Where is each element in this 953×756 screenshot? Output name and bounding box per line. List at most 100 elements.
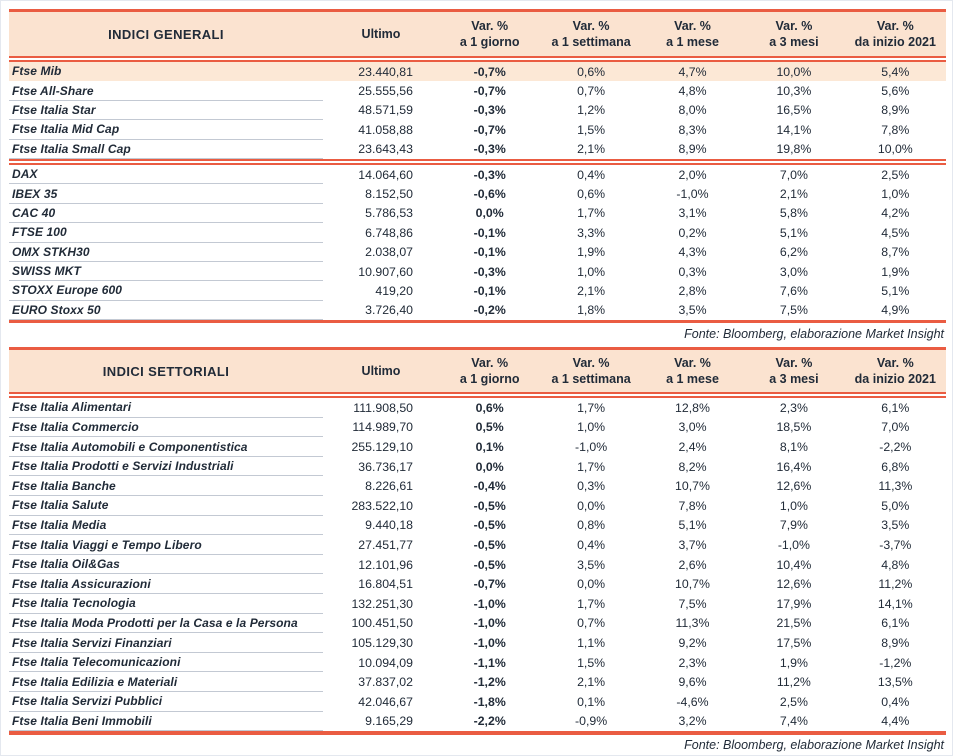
table-top-rule <box>9 347 946 351</box>
var-3mesi-value: 7,5% <box>779 303 808 318</box>
var-settimana-value: 0,1% <box>577 694 606 709</box>
var-giorno-value: -1,8% <box>473 694 506 709</box>
var-settimana-value: 1,1% <box>577 636 606 650</box>
ultimo-value: 10.094,09 <box>358 655 413 670</box>
var-settimana-value: -1,0% <box>575 440 608 455</box>
var-mese-value: 0,2% <box>678 225 707 240</box>
table-row: Ftse Italia Telecomunicazioni 10.094,09 -1… <box>9 653 946 673</box>
var-giorno-value: -1,2% <box>473 675 506 690</box>
var-3mesi-value: 11,2% <box>776 675 811 690</box>
var-3mesi-value: 3,0% <box>779 264 808 279</box>
var-3mesi-value: 10,4% <box>776 557 812 572</box>
var-3mesi-value: 18,5% <box>776 420 812 435</box>
row-label: Ftse Italia Automobili e Componentistica <box>9 437 323 457</box>
ultimo-value: 255.129,10 <box>351 440 413 455</box>
var-inizio2021-value: 4,5% <box>881 225 910 240</box>
table-row: Ftse Italia Small Cap 23.643,43 -0,3% 2,1% 8… <box>9 140 946 159</box>
var-mese-value: 10,7% <box>675 479 710 494</box>
var-inizio2021-value: 8,7% <box>881 245 910 260</box>
var-settimana-value: 0,4% <box>577 167 606 182</box>
var-3mesi-value: -1,0% <box>777 538 810 553</box>
section-divider-rule <box>9 158 946 165</box>
row-label: FTSE 100 <box>9 223 323 243</box>
row-label: Ftse Italia Media <box>9 516 323 536</box>
var-column-header: Var. % a 1 settimana <box>540 350 641 392</box>
var-header-line1: Var. % <box>674 355 711 370</box>
var-giorno-value: -0,5% <box>473 557 506 572</box>
var-mese-value: 4,7% <box>678 64 707 79</box>
var-3mesi-value: 21,5% <box>776 616 812 631</box>
row-label: Ftse Italia Oil&Gas <box>9 555 323 575</box>
var-giorno-value: -0,7% <box>473 577 506 592</box>
table-title: INDICI SETTORIALI <box>102 363 230 379</box>
row-label: Ftse Italia Telecomunicazioni <box>9 653 323 673</box>
var-giorno-value: -0,3% <box>473 142 506 157</box>
var-mese-value: 9,6% <box>678 675 707 690</box>
var-3mesi-value: 17,9% <box>776 596 812 611</box>
table-row: SWISS MKT 10.907,60 -0,3% 1,0% 0,3% 3,0% 1,9% <box>9 262 946 282</box>
var-settimana-value: 1,0% <box>577 264 606 279</box>
var-inizio2021-value: 7,0% <box>881 420 910 435</box>
var-settimana-value: 0,7% <box>577 616 606 631</box>
table-row: Ftse Italia Edilizia e Materiali 37.837,0… <box>9 672 946 692</box>
ultimo-value: 9.165,29 <box>365 714 413 729</box>
var-settimana-value: 2,1% <box>577 283 606 298</box>
var-column-header: Var. % a 1 settimana <box>540 12 641 56</box>
table-row: Ftse Italia Star 48.571,59 -0,3% 1,2% 8,0% 16… <box>9 101 946 121</box>
table-row: Ftse Italia Media 9.440,18 -0,5% 0,8% 5,1% 7,… <box>9 516 946 536</box>
var-3mesi-value: 7,0% <box>779 167 808 182</box>
ultimo-value: 132.251,30 <box>351 596 413 611</box>
var-mese-value: 10,7% <box>675 577 710 592</box>
var-column-header: Var. % a 1 giorno <box>439 12 540 56</box>
var-giorno-value: -0,7% <box>473 64 506 79</box>
row-label: Ftse Italia Small Cap <box>9 140 323 159</box>
ultimo-value: 283.522,10 <box>351 498 413 513</box>
table-bottom-rule <box>9 731 946 736</box>
ultimo-value: 6.748,86 <box>365 225 413 240</box>
var-mese-value: -4,6% <box>676 694 709 709</box>
indici-generali-table: INDICI GENERALI Ultimo Var. % a 1 giorno Var… <box>9 9 946 347</box>
var-3mesi-value: 16,5% <box>776 103 812 118</box>
var-settimana-value: 1,8% <box>577 303 606 318</box>
table-row: EURO Stoxx 50 3.726,40 -0,2% 1,8% 3,5% 7,5% 4,… <box>9 301 946 321</box>
row-label: Ftse Italia Salute <box>9 496 323 516</box>
table-row: Ftse All-Share 25.555,56 -0,7% 0,7% 4,8% 10,3… <box>9 81 946 101</box>
var-inizio2021-value: 3,5% <box>881 518 910 533</box>
var-inizio2021-value: 8,9% <box>881 636 910 650</box>
ultimo-column-header: Ultimo <box>361 27 401 41</box>
var-mese-value: 7,5% <box>678 596 707 611</box>
row-label: STOXX Europe 600 <box>9 281 323 301</box>
row-label: Ftse Italia Viaggi e Tempo Libero <box>9 535 323 555</box>
var-header-line2: a 1 mese <box>666 35 719 49</box>
var-giorno-value: -1,0% <box>473 596 506 611</box>
ultimo-column-header: Ultimo <box>361 364 401 379</box>
var-header-line2: a 1 settimana <box>551 35 631 49</box>
var-3mesi-value: 12,6% <box>776 577 812 592</box>
var-settimana-value: 0,6% <box>577 64 606 79</box>
var-mese-value: 2,0% <box>678 167 707 182</box>
var-mese-value: 3,1% <box>678 206 707 221</box>
ultimo-value: 114.989,70 <box>352 420 413 435</box>
var-header-line1: Var. % <box>572 355 610 370</box>
var-giorno-value: -0,1% <box>473 245 506 260</box>
row-label: EURO Stoxx 50 <box>9 301 323 321</box>
var-giorno-value: -0,7% <box>473 84 506 99</box>
var-3mesi-value: 14,1% <box>776 122 812 137</box>
var-inizio2021-value: 14,1% <box>877 596 913 611</box>
ultimo-value: 37.837,02 <box>358 675 413 690</box>
ultimo-value: 2.038,07 <box>365 245 413 260</box>
var-settimana-value: 1,5% <box>577 122 606 137</box>
var-inizio2021-value: 13,5% <box>877 675 913 690</box>
source-note: Fonte: Bloomberg, elaborazione Market In… <box>684 327 944 342</box>
var-giorno-value: -0,7% <box>473 122 506 137</box>
var-3mesi-value: 17,5% <box>776 636 812 650</box>
var-header-line2: a 1 giorno <box>459 35 520 49</box>
ultimo-value: 14.064,60 <box>358 167 413 182</box>
var-giorno-value: -0,6% <box>473 187 506 202</box>
var-giorno-value: -0,1% <box>473 225 506 240</box>
row-label: Ftse Italia Mid Cap <box>9 120 323 140</box>
table-row: Ftse Italia Servizi Pubblici 42.046,67 -1,… <box>9 692 946 712</box>
ultimo-value: 41.058,88 <box>358 122 413 137</box>
var-giorno-value: -1,0% <box>473 636 506 650</box>
var-giorno-value: -0,5% <box>473 498 506 513</box>
